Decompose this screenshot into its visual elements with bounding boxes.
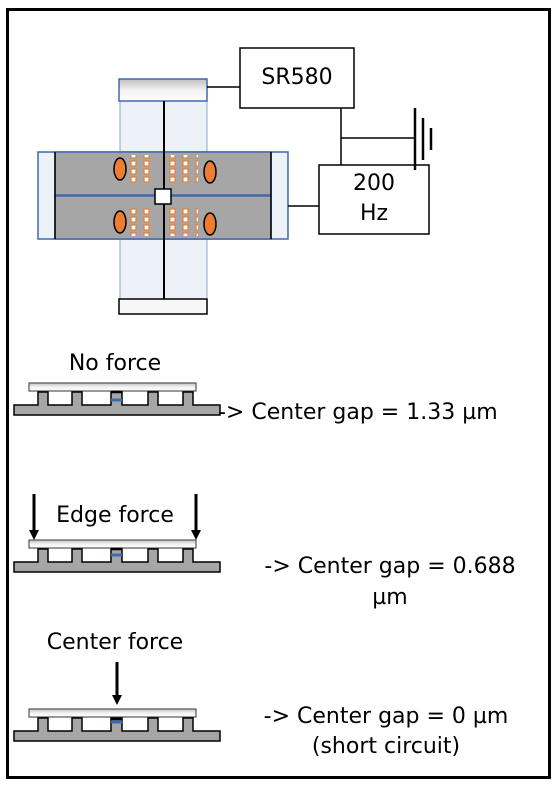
bottom-electrode-cap (118, 298, 208, 315)
source-label-line1: 200 (353, 171, 395, 196)
case-result-edge-force-line1: -> Center gap = 0.688 (264, 554, 516, 579)
dot-array-lower-right (166, 208, 198, 236)
top-plate (28, 708, 197, 718)
arrow-down-icon (191, 530, 201, 540)
cross-section-no-force (13, 382, 221, 416)
arrow-down-icon (112, 695, 122, 705)
sensor-top-view (37, 78, 289, 315)
contact-pad-ur (203, 160, 217, 184)
cross-section-center-force (13, 708, 221, 742)
comb-base (13, 548, 221, 573)
figure-frame (6, 8, 551, 779)
case-result-center-force-line1: -> Center gap = 0 µm (263, 704, 509, 729)
case-result-edge-force-line2: µm (372, 585, 408, 610)
contact-pad-ll (113, 210, 127, 234)
comb-base (13, 391, 221, 416)
comb-base (13, 717, 221, 742)
dot-array-lower-left (127, 208, 153, 236)
instrument-wiring (207, 47, 433, 235)
dot-array-upper-right (166, 155, 198, 183)
dot-array-upper-left (127, 155, 153, 183)
arrow-down-icon (29, 530, 39, 540)
case-result-center-force-line2: (short circuit) (311, 734, 461, 759)
edge-force-arrows (29, 494, 201, 540)
source-box (318, 164, 430, 235)
sr580-label: SR580 (261, 65, 333, 90)
top-plate (28, 382, 197, 392)
top-plate (28, 539, 197, 549)
center-force-arrow (112, 662, 122, 705)
contact-pad-lr (203, 212, 217, 236)
contact-pad-ul (113, 157, 127, 181)
case-title-no-force: No force (68, 351, 162, 376)
source-label-line2: Hz (359, 201, 389, 226)
sr580-box (239, 47, 355, 109)
top-electrode-cap (118, 78, 208, 102)
case-title-center-force: Center force (46, 630, 184, 655)
center-electrode (154, 188, 172, 205)
cross-section-edge-force (13, 539, 221, 573)
case-title-edge-force: Edge force (56, 503, 174, 528)
case-result-no-force: -> Center gap = 1.33 µm (218, 400, 498, 425)
